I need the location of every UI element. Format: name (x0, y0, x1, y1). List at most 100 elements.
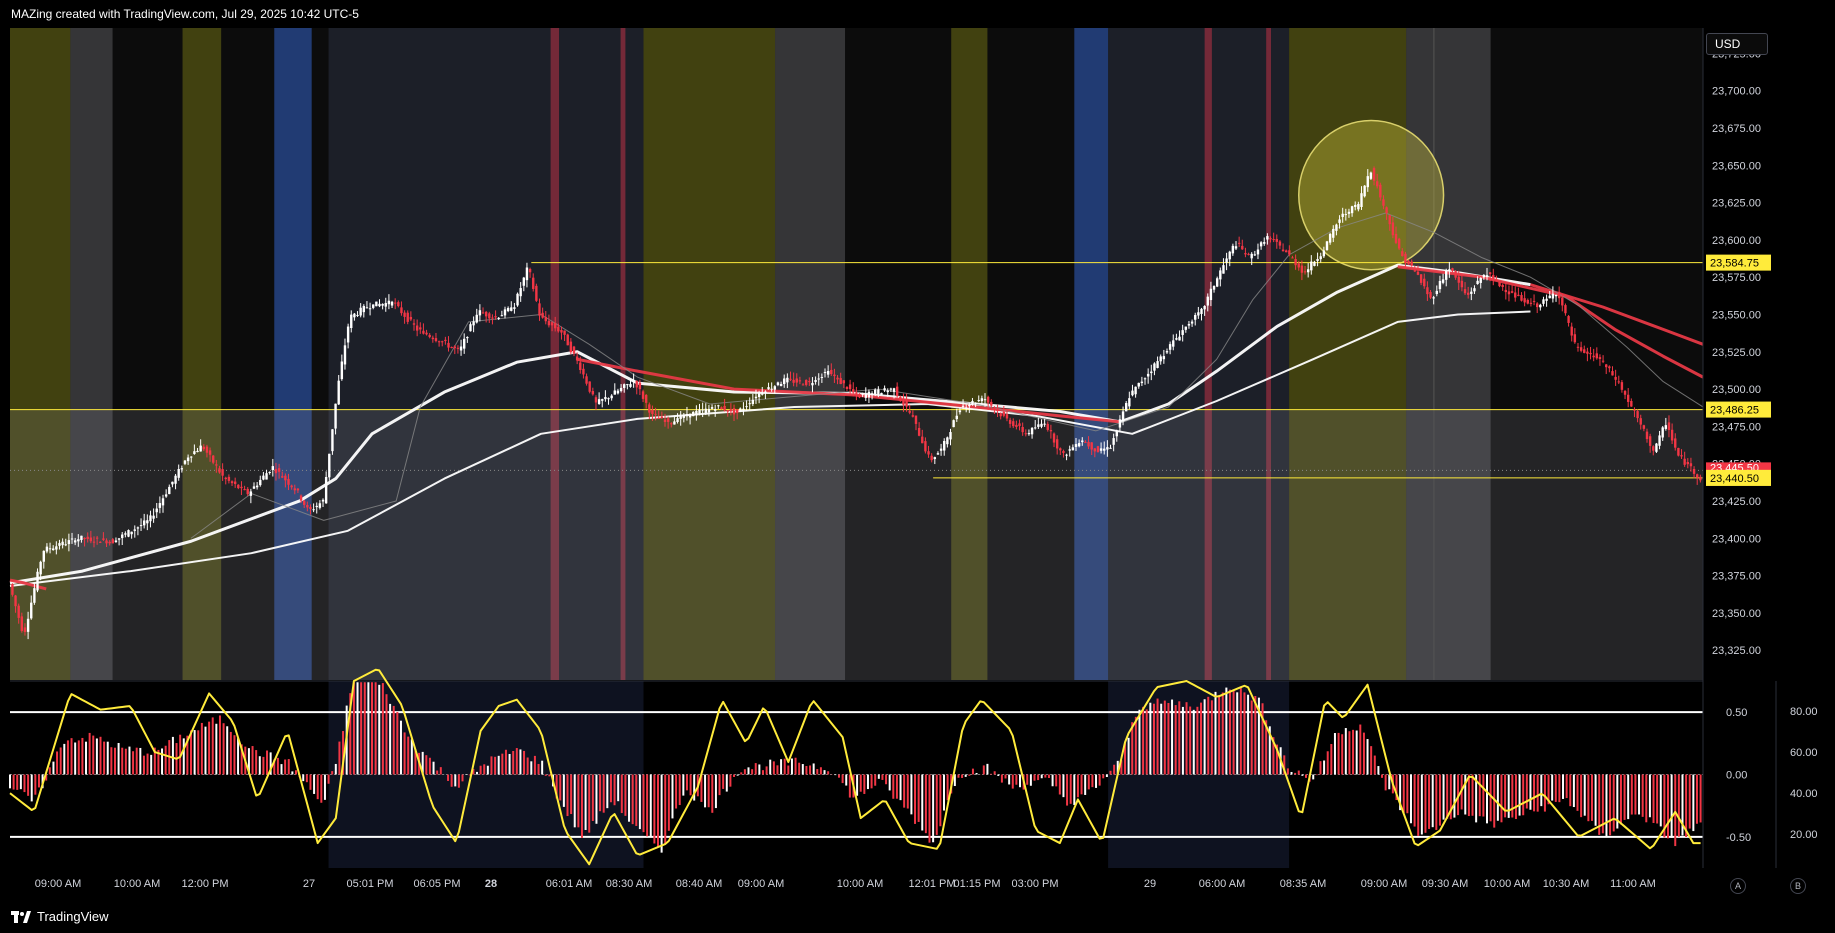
auto-scale-b-button[interactable]: B (1790, 878, 1806, 894)
session-band (1074, 28, 1109, 680)
oscillator-histogram-bar (917, 774, 920, 822)
candle-body (635, 381, 638, 388)
candle-body (306, 505, 309, 508)
candle-body (1498, 281, 1501, 287)
candle-body (67, 540, 71, 545)
candle-body (1551, 293, 1555, 299)
candle-body (1015, 424, 1018, 427)
oscillator-histogram-bar (266, 750, 269, 775)
session-band (1289, 28, 1407, 680)
session-band (1108, 28, 1290, 680)
oscillator-histogram-bar (313, 774, 316, 794)
candle-body (933, 457, 937, 460)
candle-body (478, 310, 482, 316)
oscillator-histogram-bar (1181, 706, 1184, 775)
candle-body (1517, 294, 1520, 296)
candle-body (845, 386, 849, 390)
candle-body (1027, 433, 1031, 435)
oscillator-histogram-bar (1641, 774, 1644, 817)
candle-body (456, 347, 460, 349)
auto-scale-a-button[interactable]: A (1730, 878, 1746, 894)
candle-body (921, 436, 924, 444)
candle-body (707, 408, 711, 413)
candle-body (660, 416, 664, 419)
oscillator-histogram-bar (761, 770, 764, 775)
candle-body (1416, 271, 1420, 275)
candle-body (1159, 356, 1162, 362)
oscillator-histogram-bar (334, 763, 337, 775)
oscillator-histogram-bar (1373, 755, 1376, 775)
oscillator-histogram-bar (758, 764, 761, 775)
oscillator-histogram-bar (9, 774, 11, 789)
candle-body (902, 400, 905, 405)
oscillator-histogram-bar (1232, 690, 1235, 775)
candle-body (563, 330, 566, 335)
candle-body (1658, 435, 1661, 446)
candle-body (522, 277, 526, 286)
candle-body (1319, 256, 1322, 260)
oscillator-histogram-bar (1080, 774, 1083, 795)
oscillator-histogram-bar (99, 736, 102, 775)
candle-body (1642, 425, 1646, 429)
candle-body (1256, 249, 1260, 255)
oscillator-histogram-bar (1250, 700, 1253, 775)
candle-body (1435, 290, 1439, 295)
oscillator-histogram-bar (595, 774, 598, 824)
candle-body (23, 627, 27, 632)
oscillator-histogram-bar (1127, 737, 1130, 775)
oscillator-histogram-bar (1047, 774, 1050, 778)
oscillator-histogram-bar (360, 682, 363, 775)
candle-body (842, 380, 846, 384)
time-axis-label: 06:00 AM (1199, 878, 1245, 890)
candle-body (224, 477, 227, 480)
candle-body (1445, 270, 1448, 280)
session-band (1204, 28, 1212, 680)
candle-body (1084, 441, 1087, 443)
oscillator-histogram-bar (1015, 774, 1018, 785)
price-level-label-bg (1706, 469, 1771, 486)
oscillator-histogram-bar (1272, 737, 1275, 775)
session-band (328, 28, 644, 680)
oscillator-histogram-bar (1131, 722, 1134, 775)
candle-body (1410, 261, 1413, 266)
candle-body (1463, 289, 1467, 294)
candle-body (848, 384, 852, 390)
candle-body (302, 500, 306, 505)
candle-body (607, 398, 610, 400)
oscillator-histogram-bar (971, 768, 974, 775)
oscillator-histogram-bar (150, 754, 153, 775)
candle-body (92, 541, 96, 543)
candle-body (613, 390, 616, 395)
candle-body (535, 285, 538, 301)
candle-body (1146, 373, 1150, 377)
candle-body (808, 381, 811, 383)
candle-body (641, 391, 645, 399)
oscillator-histogram-bar (1496, 774, 1499, 821)
time-axis-label: 06:01 AM (546, 878, 592, 890)
candle-body (243, 489, 246, 491)
oscillator-histogram-bar (722, 774, 725, 789)
oscillator-histogram-bar (1449, 774, 1452, 820)
oscillator-histogram-bar (88, 732, 91, 775)
candle-body (1423, 278, 1426, 287)
candle-body (1272, 239, 1275, 241)
currency-selector[interactable]: USD (1706, 33, 1768, 55)
candle-body (290, 485, 293, 488)
oscillator-histogram-bar (1265, 720, 1268, 775)
oscillator-histogram-bar (56, 751, 59, 775)
tradingview-logo-icon (11, 910, 31, 923)
candle-body (83, 537, 86, 540)
oscillator-histogram-bar (1055, 774, 1058, 787)
oscillator-histogram-bar (1236, 692, 1239, 775)
oscillator-histogram-bar (885, 774, 888, 785)
tradingview-logo[interactable]: TradingView (11, 909, 109, 924)
candle-body (1259, 242, 1263, 247)
candle-body (431, 337, 435, 340)
oscillator-histogram-bar (171, 736, 174, 775)
candle-body (1391, 222, 1395, 236)
oscillator-histogram-bar (1315, 774, 1318, 776)
oscillator-histogram-bar (874, 774, 877, 786)
oscillator-histogram-bar (135, 747, 138, 775)
oscillator-histogram-bar (1359, 724, 1362, 775)
